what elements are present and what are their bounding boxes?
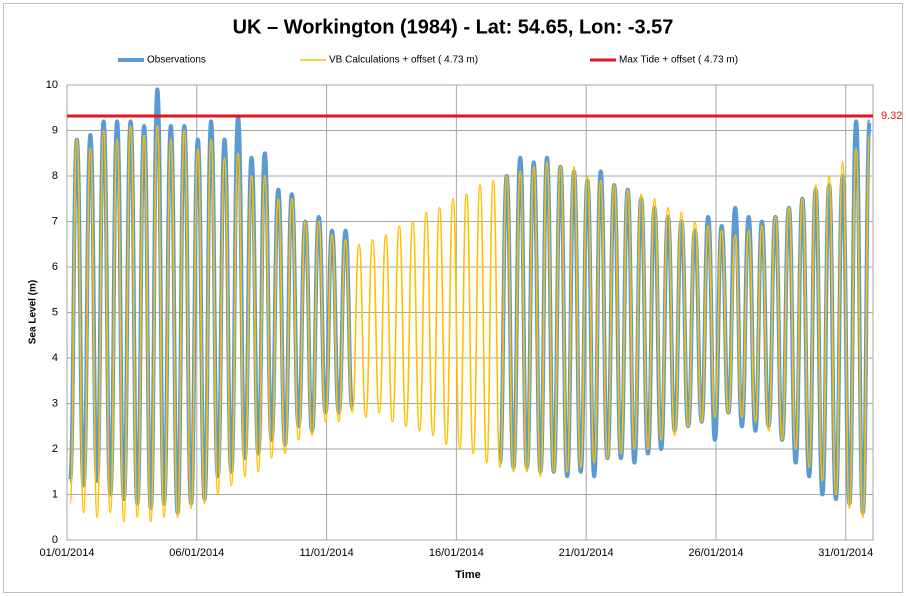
x-tick-label: 01/01/2014 [39,547,94,559]
y-tick-label: 8 [52,170,58,182]
x-tick-label: 16/01/2014 [429,547,484,559]
x-tick-label: 31/01/2014 [818,547,873,559]
y-tick-label: 3 [52,397,58,409]
y-tick-label: 4 [52,352,58,364]
x-tick-label: 21/01/2014 [559,547,614,559]
x-tick-label: 06/01/2014 [169,547,224,559]
y-tick-label: 5 [52,306,58,318]
max-tide-label: 9.32 [881,110,902,122]
legend-label: VB Calculations + offset ( 4.73 m) [329,55,478,66]
y-tick-label: 2 [52,443,58,455]
y-tick-label: 6 [52,261,58,273]
x-tick-label: 11/01/2014 [299,547,353,559]
y-tick-label: 1 [52,488,58,500]
chart-title: UK – Workington (1984) - Lat: 54.65, Lon… [233,16,674,38]
legend-label: Max Tide + offset ( 4.73 m) [619,55,738,66]
x-tick-label: 26/01/2014 [688,547,743,559]
series-line [69,125,871,523]
x-axis-label: Time [455,569,480,581]
y-tick-label: 9 [52,124,58,136]
y-axis-label: Sea Level (m) [28,280,39,344]
y-tick-label: 7 [52,215,58,227]
y-tick-label: 10 [46,79,58,91]
plot-frame [66,84,874,541]
y-tick-label: 0 [52,534,58,546]
legend-label: Observations [147,55,206,66]
